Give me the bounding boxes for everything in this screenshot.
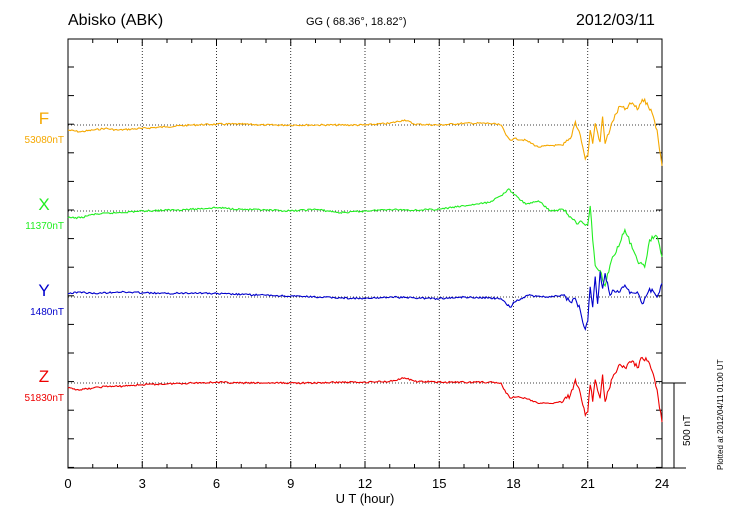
series-line-x (67, 188, 663, 288)
x-tick-label: 15 (432, 476, 446, 491)
scale-bar (662, 382, 686, 469)
x-tick-label: 24 (655, 476, 669, 491)
x-tick-label: 21 (581, 476, 595, 491)
channel-labels: F 53080nT X 11370nT Y 1480nT Z 51830nT (25, 109, 64, 404)
x-tick-label: 12 (358, 476, 372, 491)
channel-label-f: F (39, 109, 49, 128)
series-line-y (67, 271, 663, 331)
channel-label-z: Z (39, 367, 49, 386)
x-tick-label: 3 (139, 476, 146, 491)
series-line-z (67, 356, 663, 423)
scale-bar-label: 500 nT (682, 414, 693, 446)
plot-frame (67, 38, 663, 469)
series-line-f (67, 97, 663, 166)
station-title: Abisko (ABK) (68, 12, 164, 29)
x-tick-label: 9 (287, 476, 294, 491)
station-coords: GG ( 68.36°, 18.82°) (306, 16, 407, 28)
channel-label-x: X (38, 195, 49, 214)
date-label: 2012/03/11 (576, 12, 655, 29)
x-axis-label: U T (hour) (336, 491, 395, 506)
plotted-note: Plotted at 2012/04/11 01:00 UT (716, 359, 725, 470)
baseline-value-x: 11370nT (25, 221, 64, 232)
x-tick-label: 0 (64, 476, 71, 491)
grid-lines (68, 39, 662, 468)
baseline-value-f: 53080nT (25, 135, 64, 146)
x-tick-label: 18 (506, 476, 520, 491)
series-lines (67, 97, 663, 423)
axis-ticks: 0 3 6 9 12 15 18 21 24 (64, 39, 669, 491)
channel-label-y: Y (38, 281, 49, 300)
baseline-value-y: 1480nT (30, 307, 64, 318)
baseline-value-z: 51830nT (25, 393, 64, 404)
x-tick-label: 6 (213, 476, 220, 491)
